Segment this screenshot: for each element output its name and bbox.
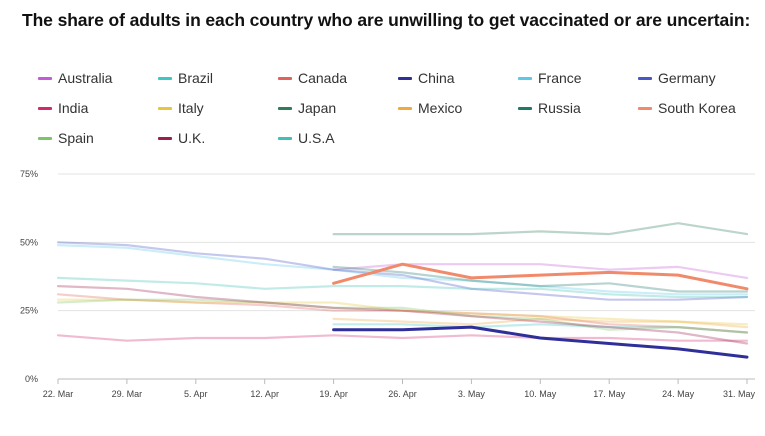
series-line-italy[interactable] — [56, 298, 749, 326]
series-line-japan[interactable] — [332, 222, 749, 236]
legend-swatch — [518, 76, 532, 80]
legend-label: Australia — [58, 70, 113, 86]
legend-swatch — [518, 106, 532, 110]
series-line-germany[interactable] — [56, 241, 749, 301]
legend-label: Germany — [658, 70, 716, 86]
legend-label: China — [418, 70, 455, 86]
legend-item-canada[interactable]: Canada — [278, 70, 347, 86]
series-line-south-korea[interactable] — [332, 262, 749, 291]
x-tick-label: 17. May — [593, 389, 626, 399]
legend-item-russia[interactable]: Russia — [518, 100, 581, 116]
series-line-canada[interactable] — [56, 293, 749, 334]
legend-label: South Korea — [658, 100, 736, 116]
series-line-spain[interactable] — [56, 298, 749, 334]
y-tick-label: 50% — [20, 237, 38, 247]
legend-item-japan[interactable]: Japan — [278, 100, 336, 116]
legend-label: France — [538, 70, 582, 86]
x-tick-label: 12. Apr — [250, 389, 279, 399]
legend-swatch — [38, 136, 52, 140]
x-tick-label: 5. Apr — [184, 389, 208, 399]
legend-item-australia[interactable]: Australia — [38, 70, 112, 86]
legend-label: India — [58, 100, 89, 116]
x-tick-label: 19. Apr — [319, 389, 348, 399]
series-line-china[interactable] — [332, 325, 749, 359]
legend-item-france[interactable]: France — [518, 70, 582, 86]
y-tick-label: 0% — [25, 374, 38, 384]
legend-label: Japan — [298, 100, 337, 116]
series-line-mexico[interactable] — [332, 317, 749, 329]
legend-item-china[interactable]: China — [398, 70, 455, 86]
legend-swatch — [638, 76, 652, 80]
x-tick-label: 24. May — [662, 389, 695, 399]
legend-label: U.K. — [178, 130, 206, 146]
series-line-russia[interactable] — [332, 265, 749, 293]
series-line-india[interactable] — [56, 334, 749, 342]
legend-swatch — [158, 76, 172, 80]
series-line-brazil[interactable] — [332, 323, 749, 334]
legend-item-spain[interactable]: Spain — [38, 130, 94, 146]
legend-label: Russia — [538, 100, 581, 116]
series-line-france[interactable] — [56, 244, 749, 296]
legend-item-mexico[interactable]: Mexico — [398, 100, 462, 116]
legend-swatch — [278, 76, 292, 80]
x-tick-label: 29. Mar — [112, 389, 143, 399]
legend-swatch — [398, 76, 412, 80]
legend-item-india[interactable]: India — [38, 100, 88, 116]
legend-label: U.S.A — [298, 130, 335, 146]
legend-swatch — [398, 106, 412, 110]
legend-item-brazil[interactable]: Brazil — [158, 70, 213, 86]
series-line-u-k[interactable] — [56, 285, 749, 345]
x-tick-label: 22. Mar — [43, 389, 74, 399]
x-tick-label: 10. May — [524, 389, 557, 399]
legend-label: Spain — [58, 130, 94, 146]
legend-swatch — [278, 106, 292, 110]
legend-swatch — [278, 136, 292, 140]
legend-swatch — [638, 106, 652, 110]
series-line-u-s-a[interactable] — [56, 276, 749, 299]
legend-swatch — [38, 76, 52, 80]
legend-label: Canada — [298, 70, 348, 86]
legend-label: Mexico — [418, 100, 463, 116]
legend-label: Italy — [178, 100, 204, 116]
y-tick-label: 25% — [20, 306, 38, 316]
legend-item-italy[interactable]: Italy — [158, 100, 204, 116]
x-tick-label: 26. Apr — [388, 389, 417, 399]
legend-swatch — [158, 136, 172, 140]
y-tick-label: 75% — [20, 169, 38, 179]
legend-item-u-s-a[interactable]: U.S.A — [278, 130, 335, 146]
legend-item-germany[interactable]: Germany — [638, 70, 716, 86]
chart-title: The share of adults in each country who … — [22, 10, 751, 30]
legend-item-u-k[interactable]: U.K. — [158, 130, 205, 146]
legend-item-south-korea[interactable]: South Korea — [638, 100, 736, 116]
legend-swatch — [38, 106, 52, 110]
x-tick-label: 3. May — [458, 389, 486, 399]
legend-swatch — [158, 106, 172, 110]
x-tick-label: 31. May — [723, 389, 756, 399]
legend-label: Brazil — [178, 70, 214, 86]
